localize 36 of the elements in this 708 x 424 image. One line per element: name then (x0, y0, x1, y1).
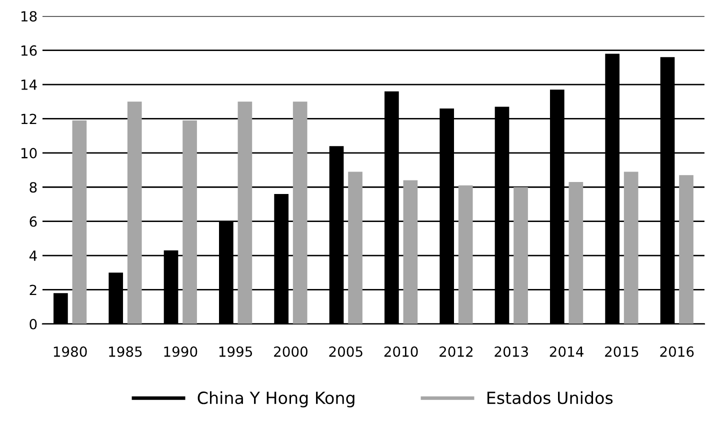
legend-label: Estados Unidos (487, 391, 613, 404)
x-tick-label: 1995 (219, 346, 252, 357)
y-tick-label: 6 (30, 216, 37, 227)
y-tick-label: 16 (21, 45, 37, 56)
bar (514, 187, 528, 324)
x-tick-label: 2014 (550, 346, 584, 357)
x-tick-label: 2013 (494, 346, 528, 357)
bar (127, 102, 142, 324)
y-tick-label: 18 (21, 11, 37, 22)
bar (679, 175, 694, 324)
x-tick-label: 2000 (274, 346, 308, 357)
x-tick-label: 1980 (54, 346, 87, 357)
x-tick-label: 1985 (109, 346, 142, 357)
legend-label: China Y Hong Kong (198, 391, 354, 408)
y-tick-label: 12 (21, 114, 36, 124)
x-tick-label: 1990 (164, 346, 198, 357)
y-tick-label: 10 (21, 148, 37, 158)
y-tick-label: 0 (30, 318, 37, 330)
y-tick-label: 2 (30, 284, 36, 296)
x-tick-label: 2016 (660, 346, 694, 357)
x-tick-label: 2010 (384, 346, 418, 357)
bar (182, 120, 197, 324)
bar (568, 182, 584, 324)
bar (624, 172, 638, 324)
bar (72, 120, 87, 324)
bar (238, 102, 252, 324)
y-tick-label: 14 (21, 80, 37, 90)
bar (292, 102, 308, 324)
x-tick-label: 2005 (329, 346, 362, 357)
bar (403, 180, 418, 324)
bar (458, 185, 473, 324)
y-tick-label: 8 (30, 182, 37, 193)
x-tick-label: 2015 (605, 346, 638, 357)
y-tick-label: 4 (29, 250, 37, 261)
x-tick-label: 2012 (440, 346, 472, 357)
bar (348, 172, 362, 324)
